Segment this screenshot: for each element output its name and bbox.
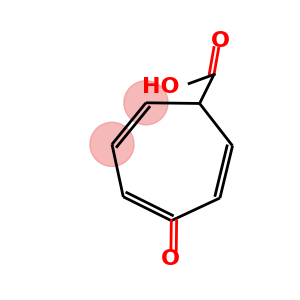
- Text: HO: HO: [142, 77, 179, 97]
- Text: O: O: [210, 31, 230, 51]
- Circle shape: [124, 81, 168, 125]
- Text: O: O: [161, 249, 180, 269]
- Circle shape: [90, 122, 134, 166]
